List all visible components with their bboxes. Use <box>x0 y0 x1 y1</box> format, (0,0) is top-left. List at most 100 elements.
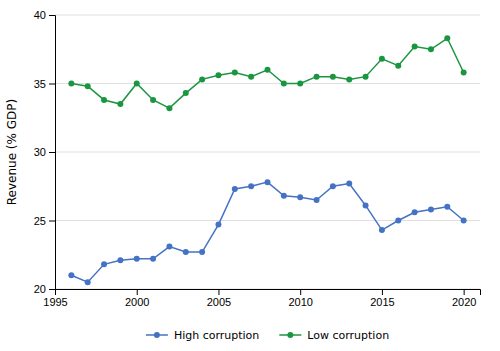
series-line <box>71 38 463 108</box>
tick: 2015 <box>370 289 394 308</box>
point <box>363 74 369 80</box>
point <box>461 218 467 224</box>
point <box>428 46 434 52</box>
grid-line <box>55 15 480 16</box>
tick-label: 30 <box>34 146 46 158</box>
point <box>461 70 467 76</box>
point <box>444 35 450 41</box>
legend-marker <box>154 332 160 338</box>
tick-label: 2015 <box>370 296 394 308</box>
point <box>134 81 140 87</box>
point <box>297 81 303 87</box>
point <box>117 101 123 107</box>
chart: 1995200020052010201520202025303540Revenu… <box>0 0 500 351</box>
legend-item: High corruption <box>146 329 259 342</box>
tick: 2005 <box>207 289 231 308</box>
tick: 40 <box>34 9 55 21</box>
point <box>215 72 221 78</box>
tick-mark <box>49 152 55 153</box>
tick-label: 35 <box>34 78 46 90</box>
tick: 25 <box>34 215 55 227</box>
series-line <box>71 182 463 282</box>
tick: 35 <box>34 78 55 90</box>
point <box>68 81 74 87</box>
point <box>265 67 271 73</box>
tick-mark <box>49 221 55 222</box>
tick-mark <box>137 289 138 295</box>
point <box>428 207 434 213</box>
grid-line <box>55 220 480 221</box>
y-axis-title: Revenue (% GDP) <box>5 99 19 205</box>
tick: 1995 <box>43 289 67 308</box>
point <box>395 218 401 224</box>
point <box>85 279 91 285</box>
point <box>117 257 123 263</box>
point <box>166 244 172 250</box>
plot-area: 1995200020052010201520202025303540 <box>34 9 481 308</box>
point <box>183 249 189 255</box>
tick: 2020 <box>452 289 476 308</box>
point <box>85 83 91 89</box>
legend-label: Low corruption <box>307 329 389 342</box>
tick-label: 2000 <box>125 296 149 308</box>
tick-mark <box>464 289 465 295</box>
point <box>412 209 418 215</box>
point <box>215 222 221 228</box>
legend-marker <box>287 332 293 338</box>
point <box>232 70 238 76</box>
point <box>346 181 352 187</box>
point <box>248 183 254 189</box>
point <box>199 249 205 255</box>
tick: 30 <box>34 146 55 158</box>
point <box>199 76 205 82</box>
point <box>444 204 450 210</box>
point <box>134 256 140 262</box>
tick-label: 25 <box>34 215 46 227</box>
marks <box>68 35 466 285</box>
tick: 2010 <box>288 289 312 308</box>
point <box>412 44 418 50</box>
grid-line <box>55 152 480 153</box>
point <box>248 74 254 80</box>
point <box>166 105 172 111</box>
tick-mark <box>49 15 55 16</box>
tick-label: 2010 <box>288 296 312 308</box>
point <box>232 186 238 192</box>
tick-mark <box>382 289 383 295</box>
point <box>314 197 320 203</box>
point <box>379 56 385 62</box>
point <box>346 76 352 82</box>
tick-label: 2020 <box>452 296 476 308</box>
point <box>68 272 74 278</box>
tick-label: 2005 <box>207 296 231 308</box>
tick-mark <box>49 289 55 290</box>
point <box>101 97 107 103</box>
point <box>101 261 107 267</box>
point <box>395 63 401 69</box>
point <box>183 90 189 96</box>
legend: High corruption Low corruption <box>146 329 389 342</box>
point <box>150 97 156 103</box>
tick: 2000 <box>125 289 149 308</box>
tick-mark <box>300 289 301 295</box>
tick-label: 40 <box>34 9 46 21</box>
point <box>265 179 271 185</box>
point <box>314 74 320 80</box>
point <box>281 193 287 199</box>
legend-label: High corruption <box>174 329 259 342</box>
grid <box>55 15 480 289</box>
point <box>379 227 385 233</box>
point <box>297 194 303 200</box>
point <box>330 74 336 80</box>
point <box>150 256 156 262</box>
axis-line <box>56 290 481 296</box>
tick-label: 20 <box>34 283 46 295</box>
point <box>330 183 336 189</box>
tick-mark <box>49 84 55 85</box>
axis-line <box>49 16 56 290</box>
tick: 20 <box>34 283 55 295</box>
legend-item: Low corruption <box>279 329 389 342</box>
tick-mark <box>218 289 219 295</box>
y-axis: 20 25 30 35 40 <box>34 9 56 295</box>
x-axis: 1995 2000 2005 2010 2015 2020 <box>43 289 480 308</box>
